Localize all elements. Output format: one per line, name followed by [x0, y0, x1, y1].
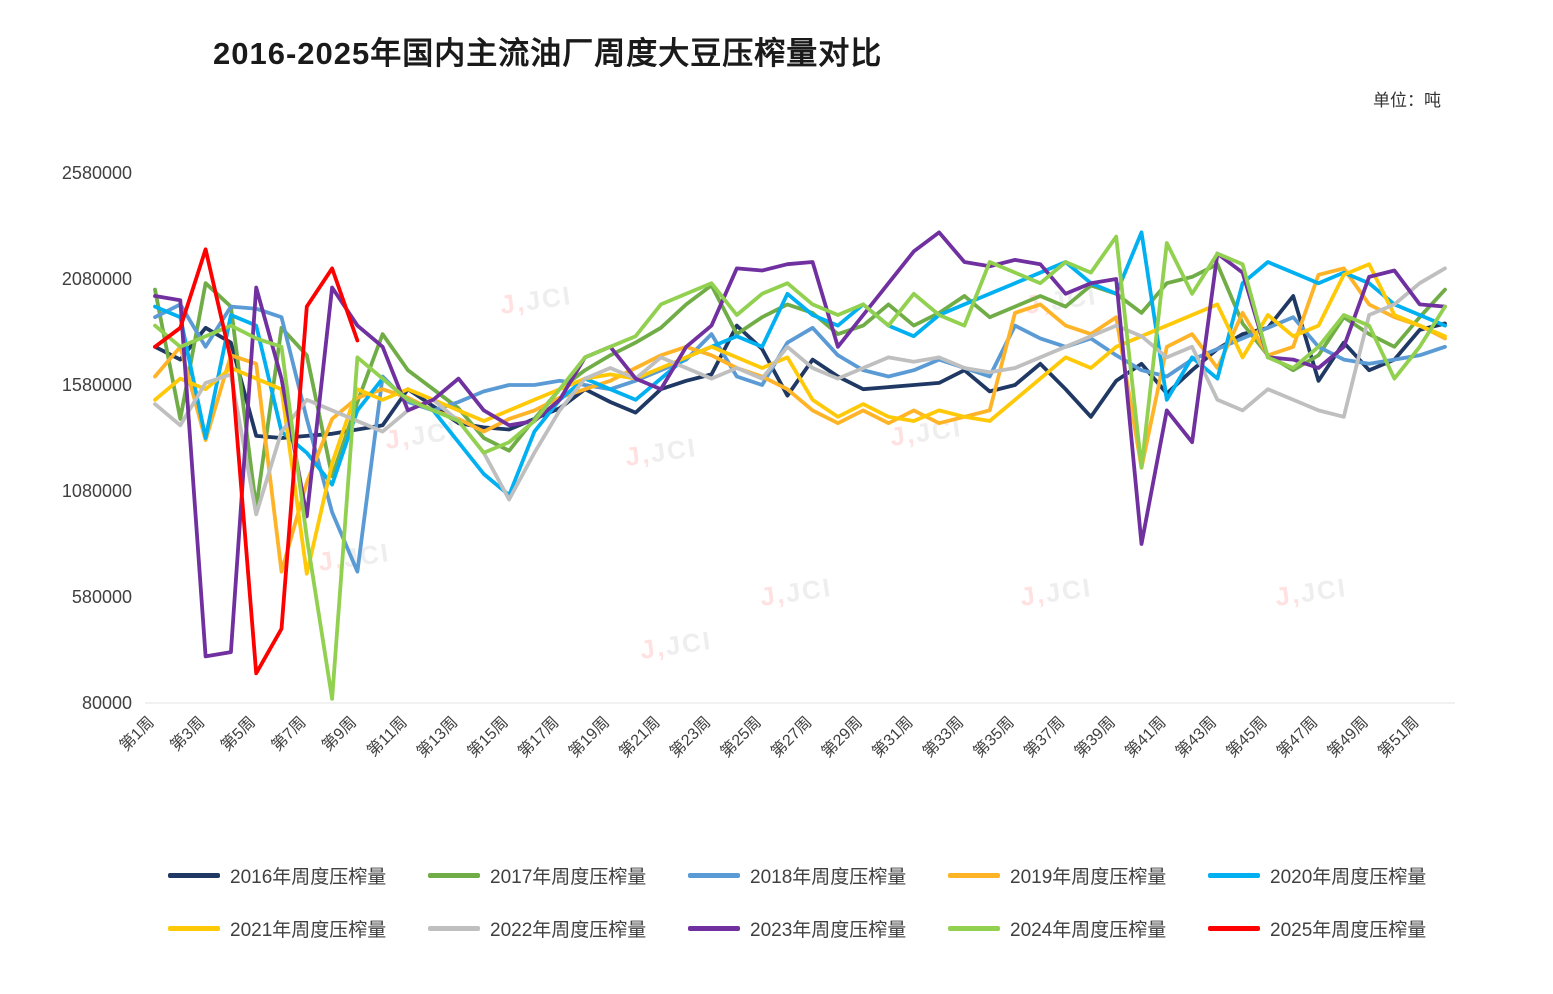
- x-tick-label: 第1周: [116, 713, 158, 755]
- legend-label: 2019年周度压榨量: [1010, 867, 1167, 888]
- x-tick-label: 第35周: [970, 713, 1018, 761]
- x-tick-label: 第19周: [565, 713, 613, 761]
- legend-label: 2017年周度压榨量: [490, 867, 647, 888]
- chart-title: 2016-2025年国内主流油厂周度大豆压榨量对比: [213, 36, 883, 71]
- legend-item-2018年周度压榨量: 2018年周度压榨量: [688, 862, 948, 889]
- x-tick-label: 第9周: [319, 713, 361, 755]
- legend-item-2016年周度压榨量: 2016年周度压榨量: [168, 862, 428, 889]
- legend-label: 2020年周度压榨量: [1270, 867, 1427, 888]
- legend-item-2021年周度压榨量: 2021年周度压榨量: [168, 915, 428, 942]
- legend-swatch: [688, 873, 740, 878]
- x-tick-label: 第11周: [364, 713, 411, 760]
- legend-item-2017年周度压榨量: 2017年周度压榨量: [428, 862, 688, 889]
- legend-swatch: [428, 926, 480, 931]
- x-tick-label: 第37周: [1020, 713, 1068, 761]
- x-tick-label: 第51周: [1375, 713, 1423, 761]
- x-tick-label: 第25周: [717, 713, 765, 761]
- legend-label: 2024年周度压榨量: [1010, 920, 1167, 941]
- legend-swatch: [948, 873, 1000, 878]
- x-tick-label: 第31周: [869, 713, 917, 761]
- legend-item-2019年周度压榨量: 2019年周度压榨量: [948, 862, 1208, 889]
- x-tick-label: 第3周: [167, 713, 209, 755]
- legend-label: 2022年周度压榨量: [490, 920, 647, 941]
- x-tick-label: 第43周: [1172, 713, 1220, 761]
- unit-label: 单位：吨: [1373, 91, 1441, 110]
- x-tick-label: 第41周: [1122, 713, 1170, 761]
- y-tick-label: 580000: [72, 587, 132, 607]
- x-tick-label: 第13周: [413, 713, 461, 761]
- x-tick-label: 第5周: [217, 713, 259, 755]
- x-tick-label: 第17周: [515, 713, 563, 761]
- y-tick-label: 2080000: [62, 269, 132, 289]
- legend-swatch: [168, 926, 220, 931]
- x-tick-label: 第49周: [1324, 713, 1372, 761]
- x-tick-label: 第33周: [919, 713, 967, 761]
- x-tick-label: 第21周: [616, 713, 664, 761]
- x-tick-label: 第7周: [268, 713, 310, 755]
- legend-item-2024年周度压榨量: 2024年周度压榨量: [948, 915, 1208, 942]
- series-line-2022年周度压榨量: [153, 266, 1447, 517]
- x-tick-label: 第15周: [464, 713, 512, 761]
- legend-item-2022年周度压榨量: 2022年周度压榨量: [428, 915, 688, 942]
- y-tick-label: 80000: [82, 693, 132, 713]
- legend-label: 2016年周度压榨量: [230, 867, 387, 888]
- x-tick-label: 第29周: [818, 713, 866, 761]
- legend-label: 2025年周度压榨量: [1270, 920, 1427, 941]
- series-line-2021年周度压榨量: [153, 262, 1447, 576]
- legend-label: 2021年周度压榨量: [230, 920, 387, 941]
- chart-legend: 2016年周度压榨量 2017年周度压榨量 2018年周度压榨量 2019年周度压榨量…: [168, 862, 1468, 942]
- legend-swatch: [428, 873, 480, 878]
- legend-swatch: [688, 926, 740, 931]
- legend-label: 2023年周度压榨量: [750, 920, 907, 941]
- x-tick-label: 第39周: [1071, 713, 1119, 761]
- x-tick-label: 第23周: [666, 713, 714, 761]
- series-line-2025年周度压榨量: [153, 247, 360, 676]
- legend-item-2025年周度压榨量: 2025年周度压榨量: [1208, 915, 1468, 942]
- x-tick-label: 第47周: [1273, 713, 1321, 761]
- legend-swatch: [1208, 873, 1260, 878]
- legend-item-2023年周度压榨量: 2023年周度压榨量: [688, 915, 948, 942]
- x-tick-label: 第27周: [768, 713, 816, 761]
- legend-swatch: [948, 926, 1000, 931]
- legend-label: 2018年周度压榨量: [750, 867, 907, 888]
- y-tick-label: 1080000: [62, 481, 132, 501]
- x-tick-label: 第45周: [1223, 713, 1271, 761]
- series-line-2024年周度压榨量: [153, 234, 1447, 701]
- y-tick-label: 1580000: [62, 375, 132, 395]
- legend-swatch: [1208, 926, 1260, 931]
- y-tick-label: 2580000: [62, 163, 132, 183]
- legend-item-2020年周度压榨量: 2020年周度压榨量: [1208, 862, 1468, 889]
- series-line-2023年周度压榨量: [153, 230, 1447, 659]
- legend-swatch: [168, 873, 220, 878]
